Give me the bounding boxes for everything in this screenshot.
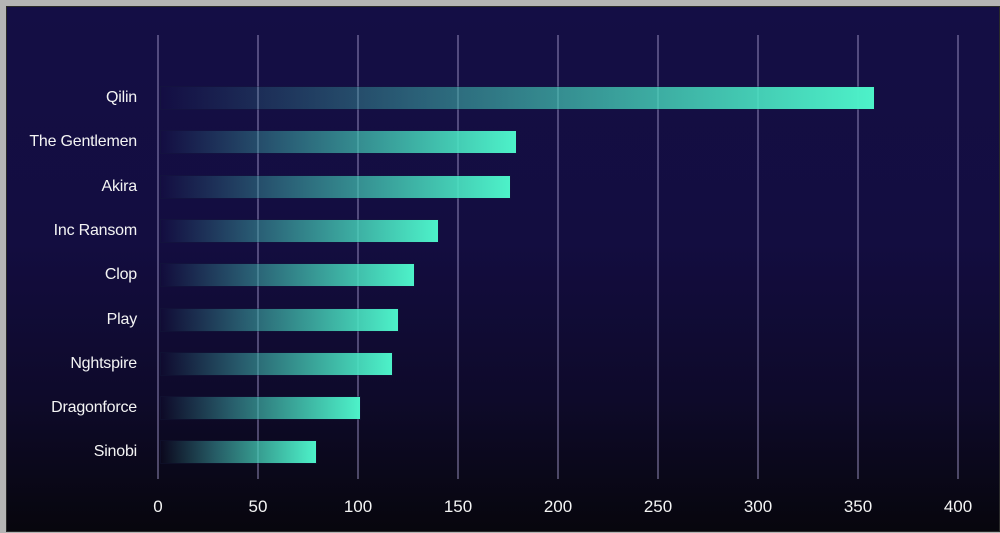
category-label: Akira [101, 178, 138, 195]
category-label: Play [106, 311, 138, 328]
category-label: Inc Ransom [53, 222, 138, 239]
bar [161, 397, 360, 419]
bar [161, 264, 414, 286]
gridline [157, 35, 159, 479]
x-tick-label: 300 [743, 497, 773, 516]
gridline [857, 35, 859, 479]
gridline [357, 35, 359, 479]
chart-canvas: 0 50 100 150 200 250 300 350 400 Qilin The Gentlem… [6, 6, 1000, 532]
category-label: The Gentlemen [29, 133, 137, 150]
bar [161, 176, 510, 198]
category-label: Nghtspire [70, 355, 137, 372]
category-label: Clop [104, 266, 137, 283]
gridline [657, 35, 659, 479]
x-tick-label: 100 [343, 497, 373, 516]
bar [161, 441, 316, 463]
category-label: Qilin [105, 89, 137, 106]
gridline [757, 35, 759, 479]
gridline [257, 35, 259, 479]
x-tick-label: 250 [643, 497, 673, 516]
x-tick-label: 50 [248, 497, 268, 516]
x-tick-label: 200 [543, 497, 573, 516]
bar [161, 87, 874, 109]
bar [161, 131, 516, 153]
x-tick-label: 350 [843, 497, 873, 516]
x-tick-label: 0 [153, 497, 163, 516]
gridline [457, 35, 459, 479]
x-tick-label: 150 [443, 497, 473, 516]
bar [161, 353, 392, 375]
category-label: Sinobi [93, 443, 137, 460]
gridline [557, 35, 559, 479]
category-label: Dragonforce [51, 399, 137, 416]
bar [161, 309, 398, 331]
gridline [957, 35, 959, 479]
x-tick-label: 400 [943, 497, 973, 516]
bar [161, 220, 438, 242]
